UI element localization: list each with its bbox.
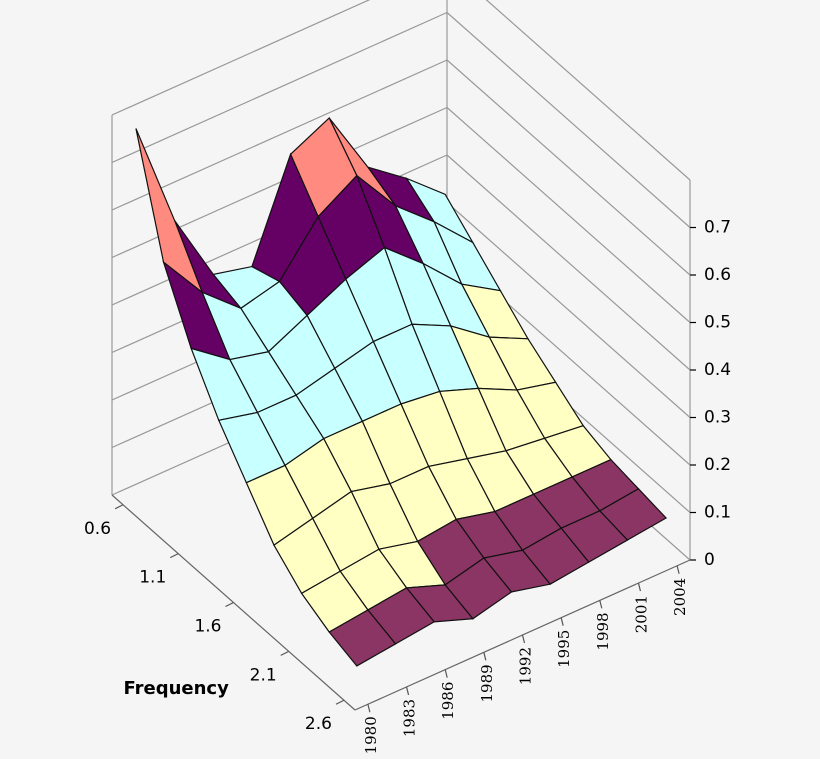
x-tick-label: 1.6 bbox=[194, 617, 221, 637]
y-tick bbox=[444, 669, 448, 678]
grid-line bbox=[446, 107, 691, 323]
y-tick bbox=[637, 582, 642, 592]
y-tick-label: 1992 bbox=[517, 647, 535, 685]
grid-line bbox=[446, 59, 691, 276]
x-axis-label: Frequency bbox=[123, 678, 229, 699]
y-tick-label: 1980 bbox=[362, 716, 380, 754]
z-tick-label: 0 bbox=[704, 550, 715, 570]
y-tick-label: 1983 bbox=[401, 699, 419, 737]
x-tick bbox=[280, 650, 289, 656]
y-tick bbox=[367, 704, 371, 713]
x-tick-label: 1.1 bbox=[139, 568, 166, 588]
box-edge bbox=[485, 0, 691, 181]
grid-line bbox=[111, 59, 448, 211]
x-tick-label: 0.6 bbox=[84, 519, 111, 539]
y-tick bbox=[405, 686, 410, 696]
surface-patch bbox=[328, 609, 397, 667]
x-tick-label: 2.6 bbox=[305, 714, 332, 734]
z-tick-label: 0.1 bbox=[704, 503, 731, 523]
x-tick-label: 2.1 bbox=[250, 665, 277, 685]
grid-line bbox=[446, 154, 691, 371]
z-tick-label: 0.3 bbox=[704, 408, 731, 428]
y-tick bbox=[483, 652, 487, 661]
grid-line bbox=[446, 202, 691, 418]
y-tick bbox=[676, 565, 680, 574]
z-tick-label: 0.4 bbox=[704, 360, 731, 380]
x-tick bbox=[114, 504, 124, 510]
y-tick bbox=[560, 617, 564, 626]
y-tick bbox=[521, 634, 526, 644]
z-tick-label: 0.6 bbox=[704, 265, 731, 285]
y-tick-label: 2004 bbox=[671, 578, 689, 616]
y-tick-label: 1998 bbox=[594, 612, 612, 650]
y-tick-label: 1986 bbox=[439, 682, 457, 720]
z-tick-label: 0.2 bbox=[704, 455, 731, 475]
x-tick bbox=[225, 601, 234, 608]
y-tick bbox=[599, 600, 603, 609]
x-tick bbox=[170, 553, 179, 559]
y-tick-label: 1995 bbox=[555, 630, 573, 668]
z-tick-label: 0.5 bbox=[704, 313, 731, 333]
grid-line bbox=[111, 11, 448, 164]
y-tick-label: 2001 bbox=[632, 595, 650, 633]
grid-line bbox=[446, 12, 691, 228]
box-edge bbox=[111, 0, 371, 116]
y-tick-label: 1989 bbox=[478, 664, 496, 702]
x-tick bbox=[335, 699, 345, 705]
z-tick-label: 0.7 bbox=[704, 218, 731, 238]
